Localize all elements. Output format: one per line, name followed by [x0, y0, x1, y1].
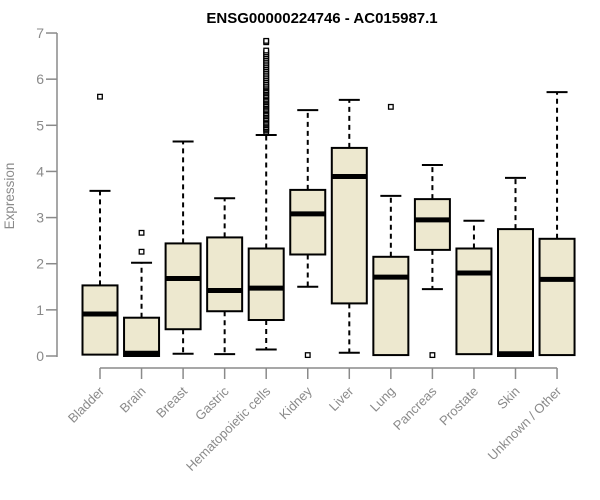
y-tick-label: 3: [36, 210, 44, 226]
x-category-label: Liver: [326, 383, 357, 414]
y-tick-label: 1: [36, 302, 44, 318]
x-category-label: Lung: [367, 384, 398, 415]
box-group-skin: [497, 176, 534, 358]
x-category-label: Bladder: [65, 383, 108, 426]
box-rect: [206, 236, 244, 313]
x-category-label: Gastric: [192, 383, 232, 423]
box-group-brain: [123, 229, 161, 357]
box-group-prostate: [455, 219, 493, 356]
x-category-label: Brain: [117, 384, 149, 416]
box-group-unknown-other: [538, 91, 576, 357]
x-category-label: Pancreas: [390, 383, 440, 433]
outlier-point: [387, 103, 394, 110]
outlier-point: [263, 47, 270, 54]
outlier-point: [97, 93, 103, 100]
outlier-point: [263, 37, 270, 44]
box-group-lung: [372, 103, 410, 357]
x-category-label: Skin: [494, 384, 522, 412]
y-tick-label: 0: [36, 348, 44, 364]
box-group-breast: [164, 140, 202, 355]
box-rect: [538, 237, 576, 357]
outlier-point: [429, 352, 436, 359]
y-tick-label: 2: [36, 256, 44, 272]
box-rect: [164, 242, 202, 331]
boxes-layer: [81, 37, 576, 359]
box-rect: [289, 188, 327, 256]
box-group-liver: [330, 98, 368, 354]
box-rect: [247, 247, 285, 322]
box-rect: [372, 255, 410, 357]
chart-title: ENSG00000224746 - AC015987.1: [206, 10, 437, 27]
y-tick-label: 6: [36, 71, 44, 87]
y-tick-label: 5: [36, 117, 44, 133]
x-category-label: Prostate: [436, 384, 481, 429]
box-rect: [455, 247, 493, 356]
box-group-bladder: [81, 93, 119, 356]
y-tick-label: 7: [36, 25, 44, 41]
x-category-label: Kidney: [276, 383, 315, 422]
box-rect: [330, 146, 368, 305]
box-rect: [81, 284, 119, 356]
outlier-point: [138, 248, 145, 255]
x-category-label: Unknown / Other: [485, 383, 565, 463]
box-group-kidney: [289, 109, 327, 359]
outlier-point: [304, 352, 311, 359]
box-rect: [497, 228, 534, 358]
box-group-gastric: [206, 197, 244, 356]
box-group-hematopoietic-cells: [247, 37, 285, 351]
y-tick-label: 4: [36, 163, 44, 179]
outlier-point: [138, 229, 145, 236]
box-rect: [123, 316, 161, 357]
box-group-pancreas: [413, 163, 451, 359]
box-rect: [413, 198, 451, 251]
y-axis-label: Expression: [2, 163, 17, 230]
x-category-label: Breast: [153, 383, 190, 420]
y-axis: 0 1 2 3 4 5 6 7: [36, 25, 58, 364]
